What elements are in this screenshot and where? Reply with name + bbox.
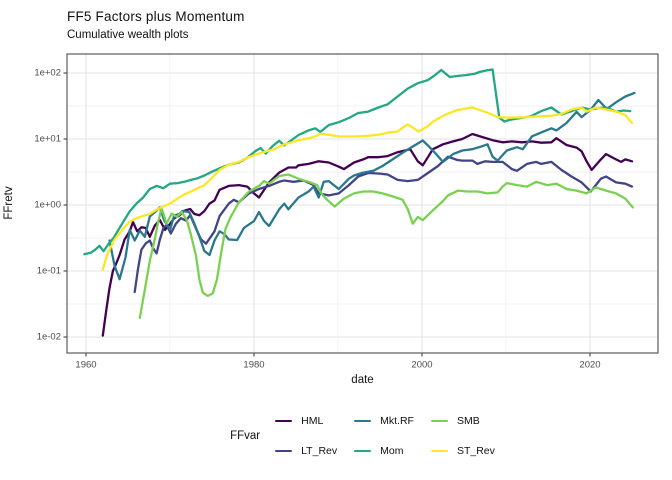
legend-label: HML [301, 415, 324, 427]
series-line-smb [138, 173, 634, 320]
series-line-st-rev [101, 106, 634, 271]
y-axis-title-text: FFretv [3, 186, 15, 220]
legend: FFvar HML LT_Rev Mkt.RF Mom SMB [67, 406, 658, 466]
y-tick-label: 1e+01 [34, 134, 61, 145]
series-line-lt-rev [133, 155, 634, 294]
legend-label: Mom [380, 445, 404, 457]
chart-title: FF5 Factors plus Momentum [67, 9, 245, 24]
x-tick-label: 2000 [411, 359, 432, 370]
chart-subtitle: Cumulative wealth plots [67, 29, 189, 41]
panel-background [67, 54, 658, 353]
legend-key-line [275, 419, 293, 423]
legend-key-line [354, 419, 372, 423]
x-axis-title-text: date [351, 374, 374, 386]
legend-label: LT_Rev [301, 445, 338, 457]
legend-item-st-rev: ST_Rev [430, 445, 495, 457]
legend-label: SMB [456, 415, 480, 427]
x-tick-label: 1960 [75, 359, 96, 370]
series-line-hml [101, 132, 634, 337]
legend-item-hml: HML [275, 415, 337, 427]
legend-label: ST_Rev [456, 445, 495, 457]
legend-item-mom: Mom [354, 445, 414, 457]
y-tick-label: 1e+00 [34, 200, 61, 211]
legend-key-line [354, 449, 372, 453]
y-tick-label: 1e-02 [37, 332, 61, 343]
panel-border [66, 53, 659, 354]
x-tick-label: 2020 [579, 359, 600, 370]
y-tick-label: 1e-01 [37, 266, 61, 277]
legend-title: FFvar [230, 430, 261, 442]
legend-label: Mkt.RF [380, 415, 414, 427]
legend-key-line [275, 449, 293, 453]
legend-grid: HML LT_Rev Mkt.RF Mom SMB ST_Rev [275, 406, 495, 466]
legend-item-smb: SMB [430, 415, 495, 427]
series-line-mkt-rf [108, 91, 636, 281]
x-axis-title: date [67, 374, 658, 386]
legend-item-mkt-rf: Mkt.RF [354, 415, 414, 427]
legend-key-line [430, 419, 448, 423]
legend-key-line [430, 449, 448, 453]
y-tick-label: 1e+02 [34, 68, 61, 79]
legend-item-lt-rev: LT_Rev [275, 445, 337, 457]
x-tick-label: 1980 [243, 359, 264, 370]
